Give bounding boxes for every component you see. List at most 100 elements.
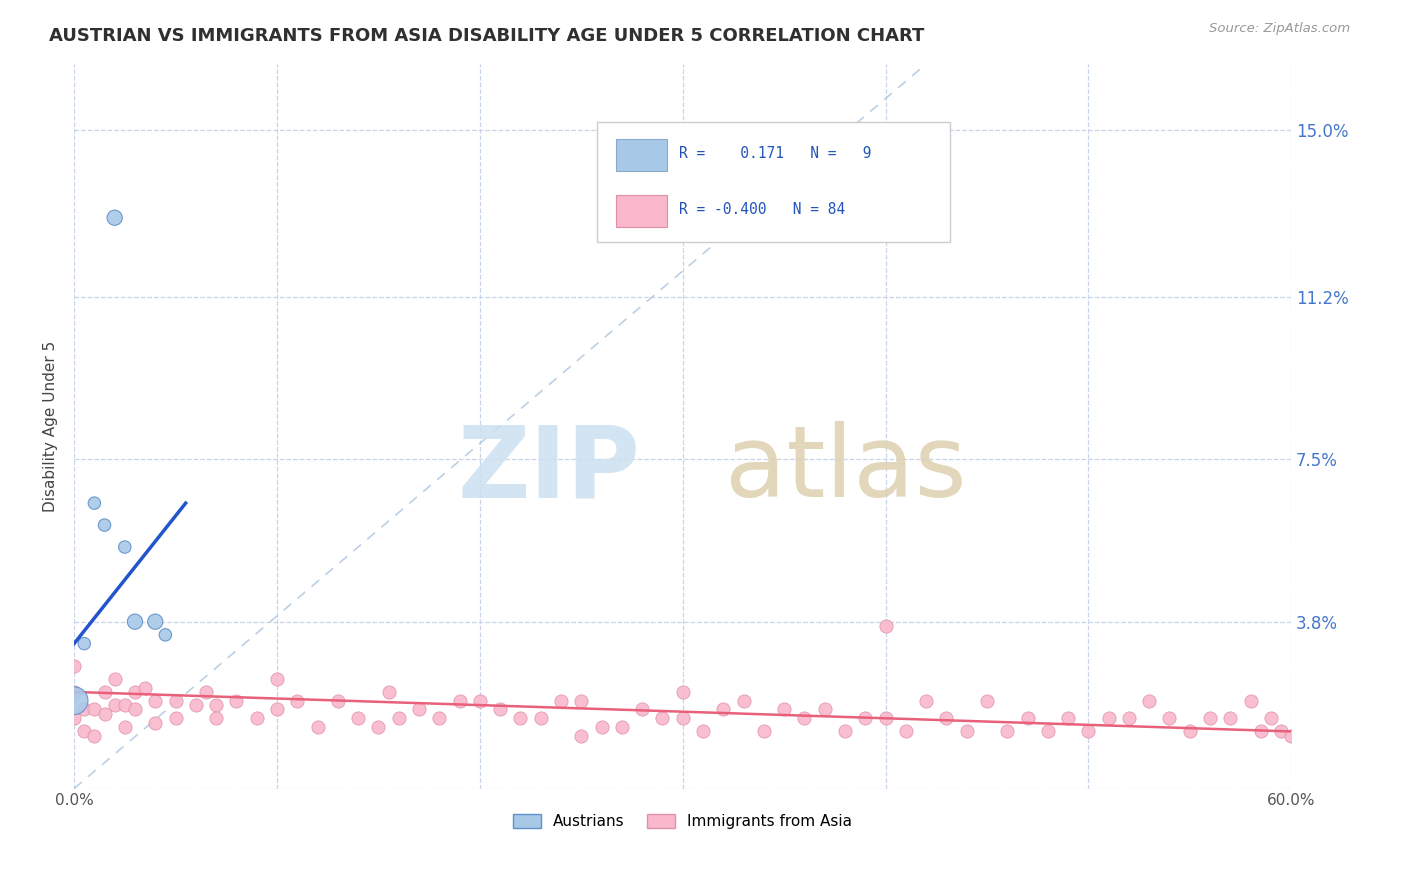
- Point: [194, 685, 217, 699]
- Point: [408, 702, 430, 716]
- Point: [550, 694, 572, 708]
- Point: [184, 698, 207, 712]
- Point: [124, 685, 146, 699]
- Point: [1199, 711, 1222, 725]
- Point: [388, 711, 411, 725]
- Point: [1250, 724, 1272, 739]
- Point: [651, 711, 673, 725]
- Point: [93, 518, 115, 533]
- Legend: Austrians, Immigrants from Asia: Austrians, Immigrants from Asia: [508, 807, 858, 835]
- Text: AUSTRIAN VS IMMIGRANTS FROM ASIA DISABILITY AGE UNDER 5 CORRELATION CHART: AUSTRIAN VS IMMIGRANTS FROM ASIA DISABIL…: [49, 27, 925, 45]
- Point: [367, 720, 389, 734]
- Point: [1240, 694, 1263, 708]
- Point: [834, 724, 856, 739]
- Point: [1279, 729, 1302, 743]
- Point: [610, 720, 633, 734]
- Point: [63, 658, 86, 673]
- FancyBboxPatch shape: [616, 139, 666, 171]
- Point: [1098, 711, 1121, 725]
- Point: [83, 496, 105, 510]
- Point: [205, 711, 228, 725]
- Point: [307, 720, 329, 734]
- Point: [104, 698, 127, 712]
- Text: ZIP: ZIP: [457, 421, 640, 518]
- Point: [995, 724, 1018, 739]
- Point: [1137, 694, 1160, 708]
- Point: [915, 694, 938, 708]
- Point: [143, 615, 166, 629]
- Point: [1118, 711, 1140, 725]
- Text: R =    0.171   N =   9: R = 0.171 N = 9: [679, 146, 872, 161]
- Point: [814, 702, 837, 716]
- Point: [143, 715, 166, 730]
- Point: [93, 685, 115, 699]
- Point: [711, 702, 734, 716]
- Point: [134, 681, 156, 695]
- Point: [124, 615, 146, 629]
- Point: [93, 706, 115, 721]
- Point: [468, 694, 491, 708]
- Point: [672, 711, 695, 725]
- Point: [83, 702, 105, 716]
- Point: [225, 694, 247, 708]
- Point: [1077, 724, 1099, 739]
- Point: [752, 724, 775, 739]
- Point: [569, 694, 592, 708]
- Point: [104, 672, 127, 686]
- Point: [672, 685, 695, 699]
- Point: [489, 702, 512, 716]
- Point: [530, 711, 553, 725]
- Point: [1057, 711, 1080, 725]
- Point: [773, 702, 796, 716]
- Point: [83, 729, 105, 743]
- Point: [246, 711, 269, 725]
- Point: [631, 702, 654, 716]
- Point: [114, 540, 136, 554]
- Point: [326, 694, 349, 708]
- Point: [266, 672, 288, 686]
- Point: [427, 711, 450, 725]
- Point: [449, 694, 471, 708]
- Point: [956, 724, 979, 739]
- Point: [73, 637, 96, 651]
- Text: R = -0.400   N = 84: R = -0.400 N = 84: [679, 202, 845, 218]
- Point: [875, 619, 897, 633]
- Y-axis label: Disability Age Under 5: Disability Age Under 5: [44, 341, 58, 512]
- Point: [63, 694, 86, 708]
- Point: [692, 724, 714, 739]
- Point: [104, 211, 127, 225]
- Point: [591, 720, 613, 734]
- Point: [165, 694, 187, 708]
- Point: [853, 711, 876, 725]
- Point: [266, 702, 288, 716]
- Point: [73, 702, 96, 716]
- Point: [1270, 724, 1292, 739]
- Point: [894, 724, 917, 739]
- Point: [793, 711, 815, 725]
- Text: Source: ZipAtlas.com: Source: ZipAtlas.com: [1209, 22, 1350, 36]
- Point: [347, 711, 370, 725]
- Point: [1219, 711, 1241, 725]
- Point: [143, 694, 166, 708]
- Point: [63, 711, 86, 725]
- Point: [124, 702, 146, 716]
- Point: [1260, 711, 1282, 725]
- Point: [63, 685, 86, 699]
- Point: [976, 694, 998, 708]
- Point: [377, 685, 399, 699]
- Point: [935, 711, 957, 725]
- Point: [165, 711, 187, 725]
- FancyBboxPatch shape: [598, 122, 950, 242]
- Point: [155, 628, 177, 642]
- Point: [509, 711, 531, 725]
- Text: atlas: atlas: [725, 421, 967, 518]
- Point: [1178, 724, 1201, 739]
- Point: [733, 694, 755, 708]
- Point: [114, 698, 136, 712]
- Point: [569, 729, 592, 743]
- Point: [114, 720, 136, 734]
- Point: [285, 694, 308, 708]
- Point: [1017, 711, 1039, 725]
- FancyBboxPatch shape: [616, 195, 666, 227]
- Point: [73, 724, 96, 739]
